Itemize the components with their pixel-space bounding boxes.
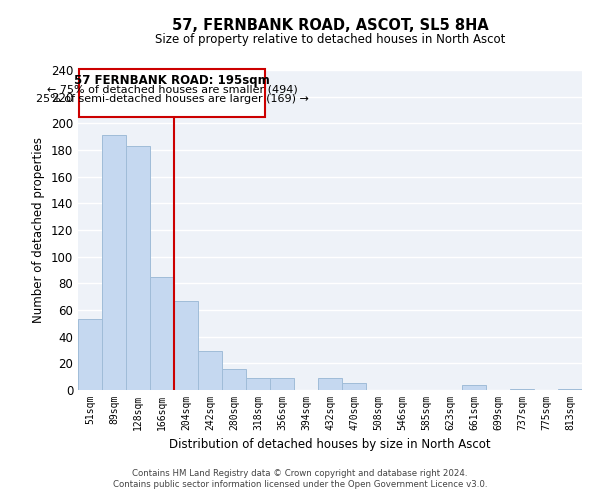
Text: 25% of semi-detached houses are larger (169) →: 25% of semi-detached houses are larger (…	[36, 94, 308, 104]
Bar	[198, 352, 222, 390]
Bar	[510, 388, 534, 390]
Text: 57 FERNBANK ROAD: 195sqm: 57 FERNBANK ROAD: 195sqm	[74, 74, 270, 87]
Y-axis label: Number of detached properties: Number of detached properties	[32, 137, 45, 323]
Bar	[222, 368, 246, 390]
Bar	[462, 384, 486, 390]
Text: 57, FERNBANK ROAD, ASCOT, SL5 8HA: 57, FERNBANK ROAD, ASCOT, SL5 8HA	[172, 18, 488, 32]
Text: Contains public sector information licensed under the Open Government Licence v3: Contains public sector information licen…	[113, 480, 487, 489]
Text: Size of property relative to detached houses in North Ascot: Size of property relative to detached ho…	[155, 32, 505, 46]
Text: Contains HM Land Registry data © Crown copyright and database right 2024.: Contains HM Land Registry data © Crown c…	[132, 468, 468, 477]
Bar	[246, 378, 270, 390]
Bar	[126, 146, 150, 390]
Bar	[558, 388, 582, 390]
Bar	[270, 378, 294, 390]
X-axis label: Distribution of detached houses by size in North Ascot: Distribution of detached houses by size …	[169, 438, 491, 452]
Bar	[174, 300, 198, 390]
Bar	[78, 320, 102, 390]
Bar	[102, 136, 126, 390]
Text: ← 75% of detached houses are smaller (494): ← 75% of detached houses are smaller (49…	[47, 84, 298, 94]
Bar	[150, 276, 174, 390]
Bar	[318, 378, 342, 390]
Bar	[342, 384, 366, 390]
FancyBboxPatch shape	[79, 68, 265, 116]
